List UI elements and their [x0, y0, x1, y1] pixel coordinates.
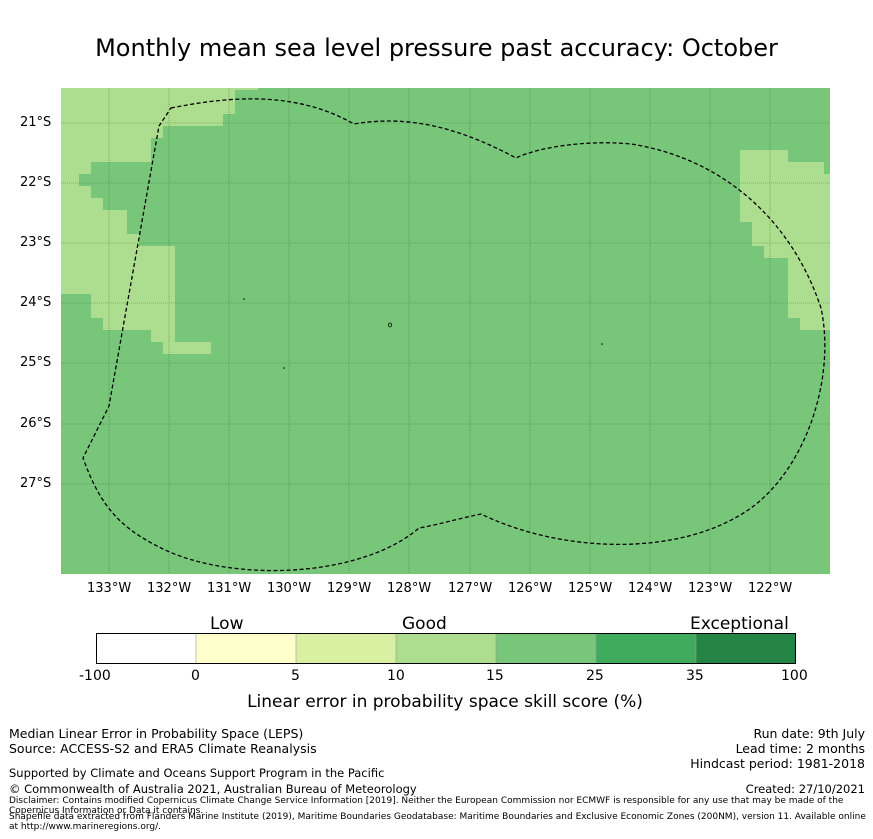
footer-created-date: Created: 27/10/2021 — [745, 782, 865, 796]
colorbar-segment — [596, 633, 696, 664]
footer-source-line: Source: ACCESS-S2 and ERA5 Climate Reana… — [9, 741, 317, 756]
lat-label: 22°S — [20, 175, 52, 190]
colorbar-segment — [696, 633, 795, 664]
footer-disclaimer: Disclaimer: Contains modified Copernicus… — [9, 796, 844, 816]
footer-run-date: Run date: 9th July — [753, 726, 865, 741]
colorbar-tick: 15 — [486, 668, 504, 684]
colorbar-label: Linear error in probability space skill … — [247, 692, 643, 712]
lat-label: 21°S — [20, 115, 52, 130]
footer-hindcast-period: Hindcast period: 1981-2018 — [690, 756, 865, 771]
lon-label: 126°W — [508, 581, 553, 596]
colorbar-segment — [196, 633, 296, 664]
colorbar-segment — [96, 633, 196, 664]
island — [601, 343, 603, 345]
colorbar-segment — [396, 633, 496, 664]
colorbar-tick: 35 — [686, 668, 704, 684]
lat-label: 26°S — [20, 416, 52, 431]
footer-leps-line: Median Linear Error in Probability Space… — [9, 726, 304, 741]
colorbar-segment — [496, 633, 596, 664]
colorbar-segment — [296, 633, 396, 664]
footer-support-line: Supported by Climate and Oceans Support … — [9, 766, 385, 780]
colorbar-tick: -100 — [79, 668, 111, 684]
footer-copyright-line: © Commonwealth of Australia 2021, Austra… — [9, 782, 417, 796]
colorbar-tick: 5 — [291, 668, 300, 684]
lon-label: 132°W — [147, 581, 192, 596]
lon-label: 124°W — [628, 581, 673, 596]
island — [387, 322, 392, 328]
lat-label: 24°S — [20, 295, 52, 310]
lon-label: 123°W — [688, 581, 733, 596]
map-background-good — [61, 88, 830, 574]
island — [243, 298, 245, 300]
map-gridlines — [61, 88, 830, 574]
colorbar-category-exceptional: Exceptional — [690, 614, 789, 634]
footer-lead-time: Lead time: 2 months — [735, 741, 865, 756]
lon-label: 130°W — [267, 581, 312, 596]
lat-label: 25°S — [20, 355, 52, 370]
map-fair-region-east — [740, 150, 830, 330]
colorbar — [96, 633, 796, 664]
lon-label: 133°W — [87, 581, 132, 596]
colorbar-category-low: Low — [210, 614, 244, 634]
lon-label: 125°W — [568, 581, 613, 596]
island — [283, 367, 285, 369]
lat-label: 23°S — [20, 235, 52, 250]
eez-boundary — [82, 98, 826, 572]
chart-title: Monthly mean sea level pressure past acc… — [95, 34, 778, 62]
lon-label: 129°W — [327, 581, 372, 596]
lon-label: 127°W — [448, 581, 493, 596]
lon-label: 128°W — [387, 581, 432, 596]
colorbar-tick: 100 — [781, 668, 808, 684]
skill-map — [61, 88, 830, 574]
footer-shapefile-credit: Shapefile data extracted from Flanders M… — [9, 812, 866, 832]
colorbar-tick: 10 — [387, 668, 405, 684]
lon-label: 131°W — [207, 581, 252, 596]
colorbar-tick: 0 — [191, 668, 200, 684]
lon-label: 122°W — [748, 581, 793, 596]
lat-label: 27°S — [20, 476, 52, 491]
colorbar-tick: 25 — [586, 668, 604, 684]
colorbar-category-good: Good — [402, 614, 447, 634]
map-fair-region-northwest — [61, 88, 258, 354]
